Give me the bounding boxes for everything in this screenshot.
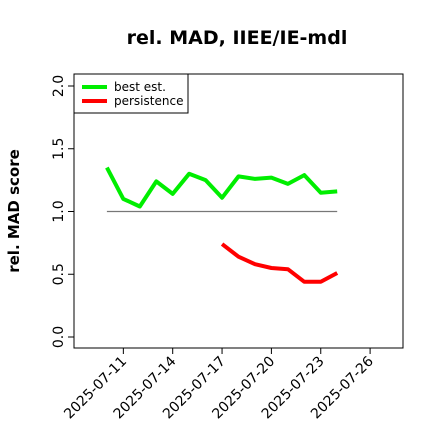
series-line-persistence [220,242,339,284]
y-axis-label: rel. MAD score [5,149,23,273]
legend-box [73,73,189,114]
y-tick-label: 1.5 [51,138,67,160]
y-tick-label: 2.0 [51,75,67,97]
chart-title: rel. MAD, IIEE/IE-mdl [127,27,348,49]
y-tick-label: 0.0 [51,326,67,348]
legend-label-persistence: persistence [114,94,183,108]
y-tick-label: 0.5 [51,263,67,285]
series-line-best-est [105,166,338,209]
legend: best est.persistence [73,73,189,114]
y-tick-label: 1.0 [51,200,67,222]
legend-label-best-est: best est. [114,80,166,94]
